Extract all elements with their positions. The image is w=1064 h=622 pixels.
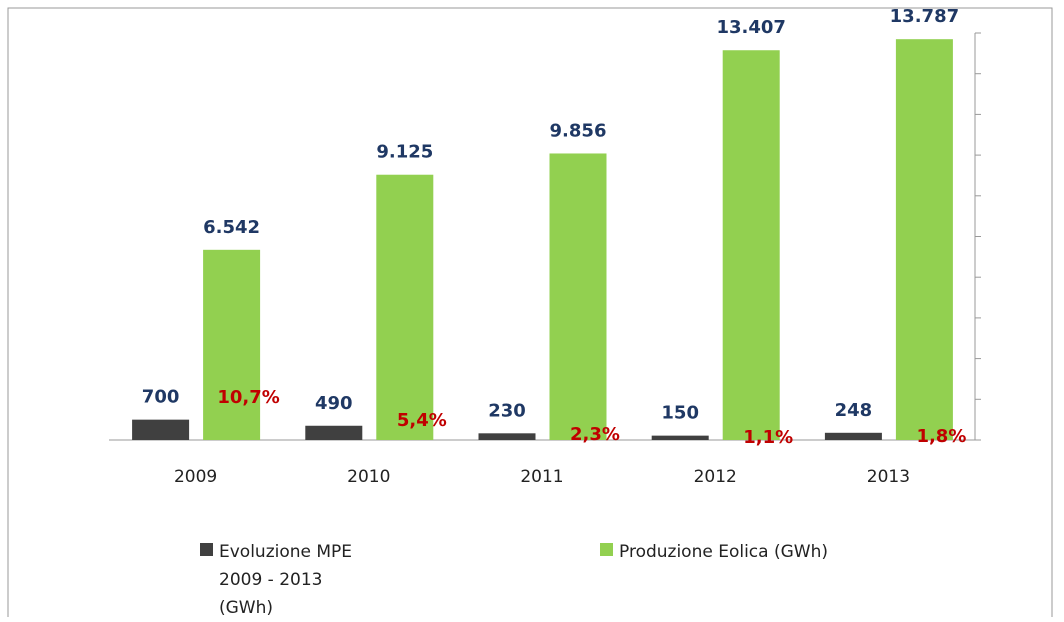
chart-frame xyxy=(7,7,1053,617)
data-label: 248 xyxy=(835,400,873,421)
data-label: 9.856 xyxy=(550,120,607,141)
data-label: 150 xyxy=(661,403,699,424)
bar xyxy=(824,432,882,440)
data-label: 490 xyxy=(315,393,353,414)
percent-label: 5,4% xyxy=(397,410,447,431)
bar xyxy=(722,50,780,441)
x-tick-label: 2010 xyxy=(347,467,390,487)
legend-label: Produzione Eolica (GWh) xyxy=(619,542,828,562)
x-tick-label: 2012 xyxy=(694,467,737,487)
legend-item: Evoluzione MPE 2009 - 2013 (GWh) xyxy=(200,538,370,622)
data-label: 13.407 xyxy=(716,17,785,38)
x-tick-label: 2011 xyxy=(520,467,563,487)
data-label: 6.542 xyxy=(203,217,260,238)
data-label: 13.787 xyxy=(890,6,959,27)
percent-label: 10,7% xyxy=(217,387,279,408)
legend-swatch xyxy=(600,543,613,556)
bar xyxy=(376,174,434,441)
percent-label: 2,3% xyxy=(570,424,620,445)
data-label: 230 xyxy=(488,400,526,421)
x-tick-label: 2009 xyxy=(174,467,217,487)
bar xyxy=(478,433,536,440)
percent-label: 1,1% xyxy=(743,427,793,448)
legend-swatch xyxy=(200,543,213,556)
legend-item: Produzione Eolica (GWh) xyxy=(600,538,828,566)
bar xyxy=(549,153,607,441)
data-label: 9.125 xyxy=(376,142,433,163)
bar xyxy=(203,249,261,440)
percent-label: 1,8% xyxy=(916,426,966,447)
legend-label: Evoluzione MPE 2009 - 2013 (GWh) xyxy=(219,542,353,618)
bar xyxy=(132,419,190,440)
bar xyxy=(651,435,709,440)
bar xyxy=(895,39,953,441)
bar xyxy=(305,425,363,440)
x-tick-label: 2013 xyxy=(867,467,910,487)
data-label: 700 xyxy=(142,387,180,408)
